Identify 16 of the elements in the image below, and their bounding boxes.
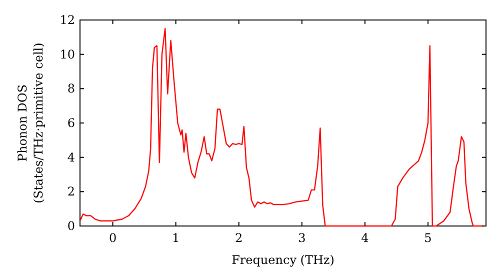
x-tick-label: 0	[108, 231, 117, 245]
x-tick-label: 1	[172, 231, 180, 245]
x-tick-label: 3	[298, 231, 306, 245]
y-axis-title: Phonon DOS (States/THz·primitive cell)	[16, 42, 46, 204]
y-tick-label: 10	[60, 47, 75, 62]
x-tick-label: 4	[361, 231, 370, 245]
y-tick-label: 2	[67, 184, 75, 199]
x-axis-title: Frequency (THz)	[232, 253, 334, 267]
x-tick-label: 2	[235, 231, 243, 245]
y-tick-label: 8	[67, 82, 75, 96]
y-tick-label: 4	[67, 150, 76, 164]
y-tick-label: 0	[67, 219, 75, 233]
x-tick-label: 5	[424, 231, 432, 245]
y-tick-label: 12	[60, 13, 75, 27]
line-series	[80, 28, 484, 227]
y-tick-label: 6	[67, 116, 75, 130]
